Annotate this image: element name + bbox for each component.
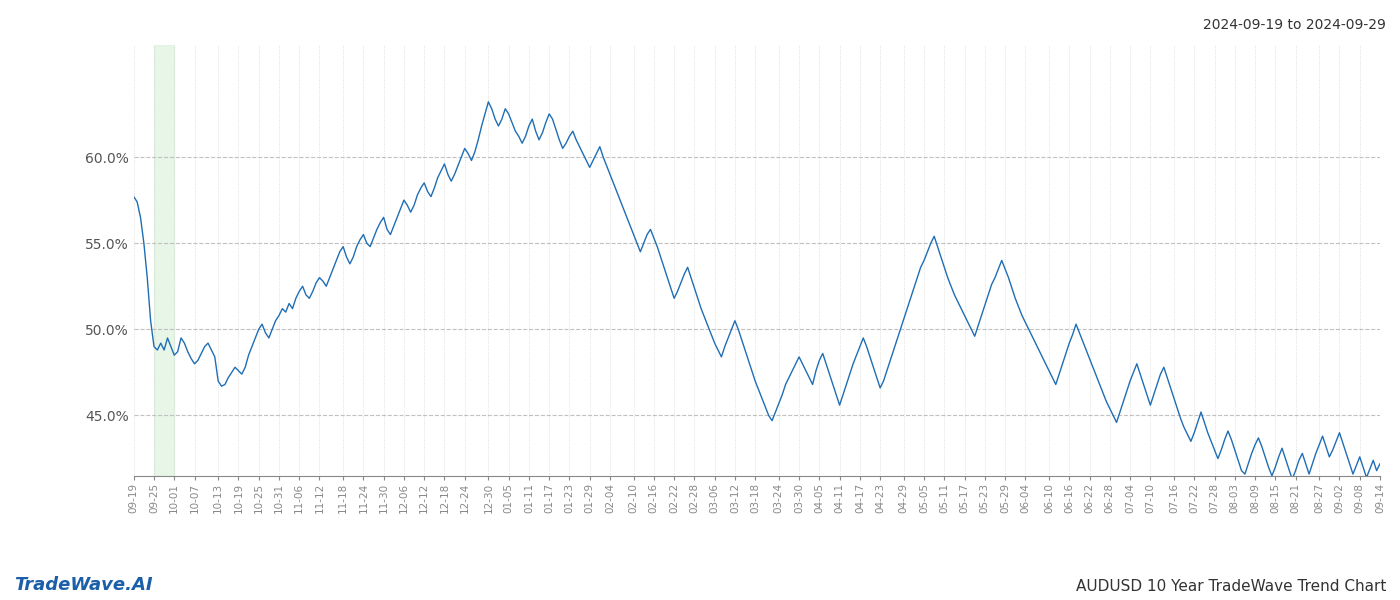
Bar [154,45,174,476]
Text: 2024-09-19 to 2024-09-29: 2024-09-19 to 2024-09-29 [1203,18,1386,32]
Text: TradeWave.AI: TradeWave.AI [14,576,153,594]
Text: AUDUSD 10 Year TradeWave Trend Chart: AUDUSD 10 Year TradeWave Trend Chart [1075,579,1386,594]
